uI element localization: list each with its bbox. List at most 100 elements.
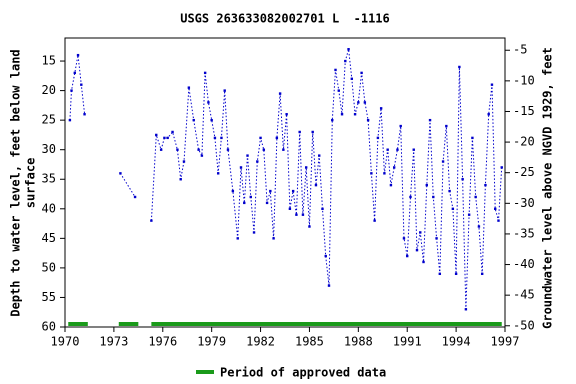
data-point	[295, 213, 298, 216]
data-point	[187, 86, 191, 89]
data-point	[236, 237, 239, 240]
y-tick-label: 30	[42, 142, 56, 156]
y2-tick-label: -25	[513, 165, 535, 179]
data-point	[350, 77, 354, 80]
approved-period	[68, 322, 88, 326]
data-point	[406, 254, 409, 258]
data-point	[249, 195, 252, 199]
data-point	[231, 189, 235, 193]
y-axis-label: Depth to water level, feet below land	[9, 49, 23, 316]
y2-tick-label: -40	[513, 257, 535, 271]
data-point	[308, 225, 311, 228]
chart-title: USGS 263633082002701 L -1116	[180, 12, 390, 26]
y-tick-label: 15	[42, 54, 56, 68]
data-point	[376, 136, 380, 140]
data-point	[321, 207, 324, 210]
data-point	[363, 101, 367, 104]
data-point	[490, 83, 494, 86]
data-point	[324, 254, 327, 258]
data-point	[207, 101, 210, 104]
data-point	[435, 237, 438, 240]
data-point	[467, 213, 471, 216]
data-point	[83, 113, 86, 116]
data-point	[262, 148, 266, 151]
data-point	[226, 148, 230, 151]
data-point	[477, 225, 481, 228]
y2-axis-label: Groundwater level above NGVD 1929, feet	[541, 47, 555, 329]
data-point	[278, 92, 282, 95]
data-point	[497, 219, 500, 222]
data-point	[458, 65, 461, 69]
data-point	[353, 113, 357, 116]
data-point	[327, 284, 331, 287]
data-point	[412, 148, 415, 151]
data-point	[386, 148, 389, 151]
data-point	[220, 136, 223, 140]
x-tick-label: 1979	[197, 335, 226, 349]
data-point	[285, 113, 288, 116]
data-point	[383, 172, 386, 175]
data-point	[182, 160, 186, 163]
y-tick-label: 45	[42, 231, 56, 245]
data-point	[373, 219, 376, 222]
data-point	[176, 148, 179, 151]
data-point	[216, 172, 220, 175]
x-tick-label: 1976	[148, 335, 177, 349]
x-tick-label: 1991	[393, 335, 422, 349]
y2-tick-label: -35	[513, 226, 535, 240]
data-point	[163, 136, 166, 140]
data-point	[259, 136, 262, 140]
data-point	[133, 195, 137, 199]
x-tick-label: 1994	[442, 335, 471, 349]
data-point	[494, 207, 497, 210]
data-point	[150, 219, 153, 222]
data-point	[419, 231, 422, 234]
data-point	[73, 71, 76, 75]
y2-tick-label: -30	[513, 196, 535, 210]
data-point	[243, 201, 246, 205]
data-point	[291, 189, 295, 193]
data-point	[166, 136, 169, 140]
data-point	[337, 89, 340, 92]
data-point	[119, 172, 122, 175]
data-point	[347, 48, 350, 51]
data-point	[409, 195, 412, 199]
data-point	[402, 237, 406, 240]
data-point	[200, 154, 204, 157]
data-point	[379, 107, 383, 110]
data-point	[461, 178, 464, 181]
data-point	[480, 272, 484, 276]
data-point	[311, 130, 314, 134]
x-tick-label: 1985	[295, 335, 324, 349]
y-tick-label: 25	[42, 113, 56, 127]
legend-label: Period of approved data	[220, 366, 386, 380]
data-point	[334, 68, 337, 72]
approved-period	[118, 322, 139, 326]
x-tick-label: 1988	[344, 335, 373, 349]
data-point	[213, 136, 217, 140]
data-point	[357, 101, 360, 104]
data-point	[223, 89, 226, 92]
data-point	[246, 154, 249, 157]
data-point	[451, 207, 455, 210]
data-point	[399, 124, 402, 128]
data-point	[70, 89, 73, 92]
data-point	[474, 195, 477, 199]
data-point	[192, 118, 195, 122]
y-tick-label: 55	[42, 290, 56, 304]
data-point	[318, 154, 321, 157]
data-point	[454, 272, 458, 276]
y2-tick-label: -50	[513, 318, 535, 332]
data-point	[171, 130, 174, 134]
data-point	[396, 148, 399, 151]
data-point	[275, 136, 279, 140]
x-tick-label: 1970	[51, 335, 80, 349]
y2-tick-label: -5	[513, 43, 527, 57]
data-point	[155, 133, 158, 137]
data-point	[210, 118, 213, 122]
approved-period	[151, 322, 502, 326]
data-point	[197, 148, 200, 151]
data-line	[69, 49, 503, 310]
data-point	[471, 136, 474, 140]
